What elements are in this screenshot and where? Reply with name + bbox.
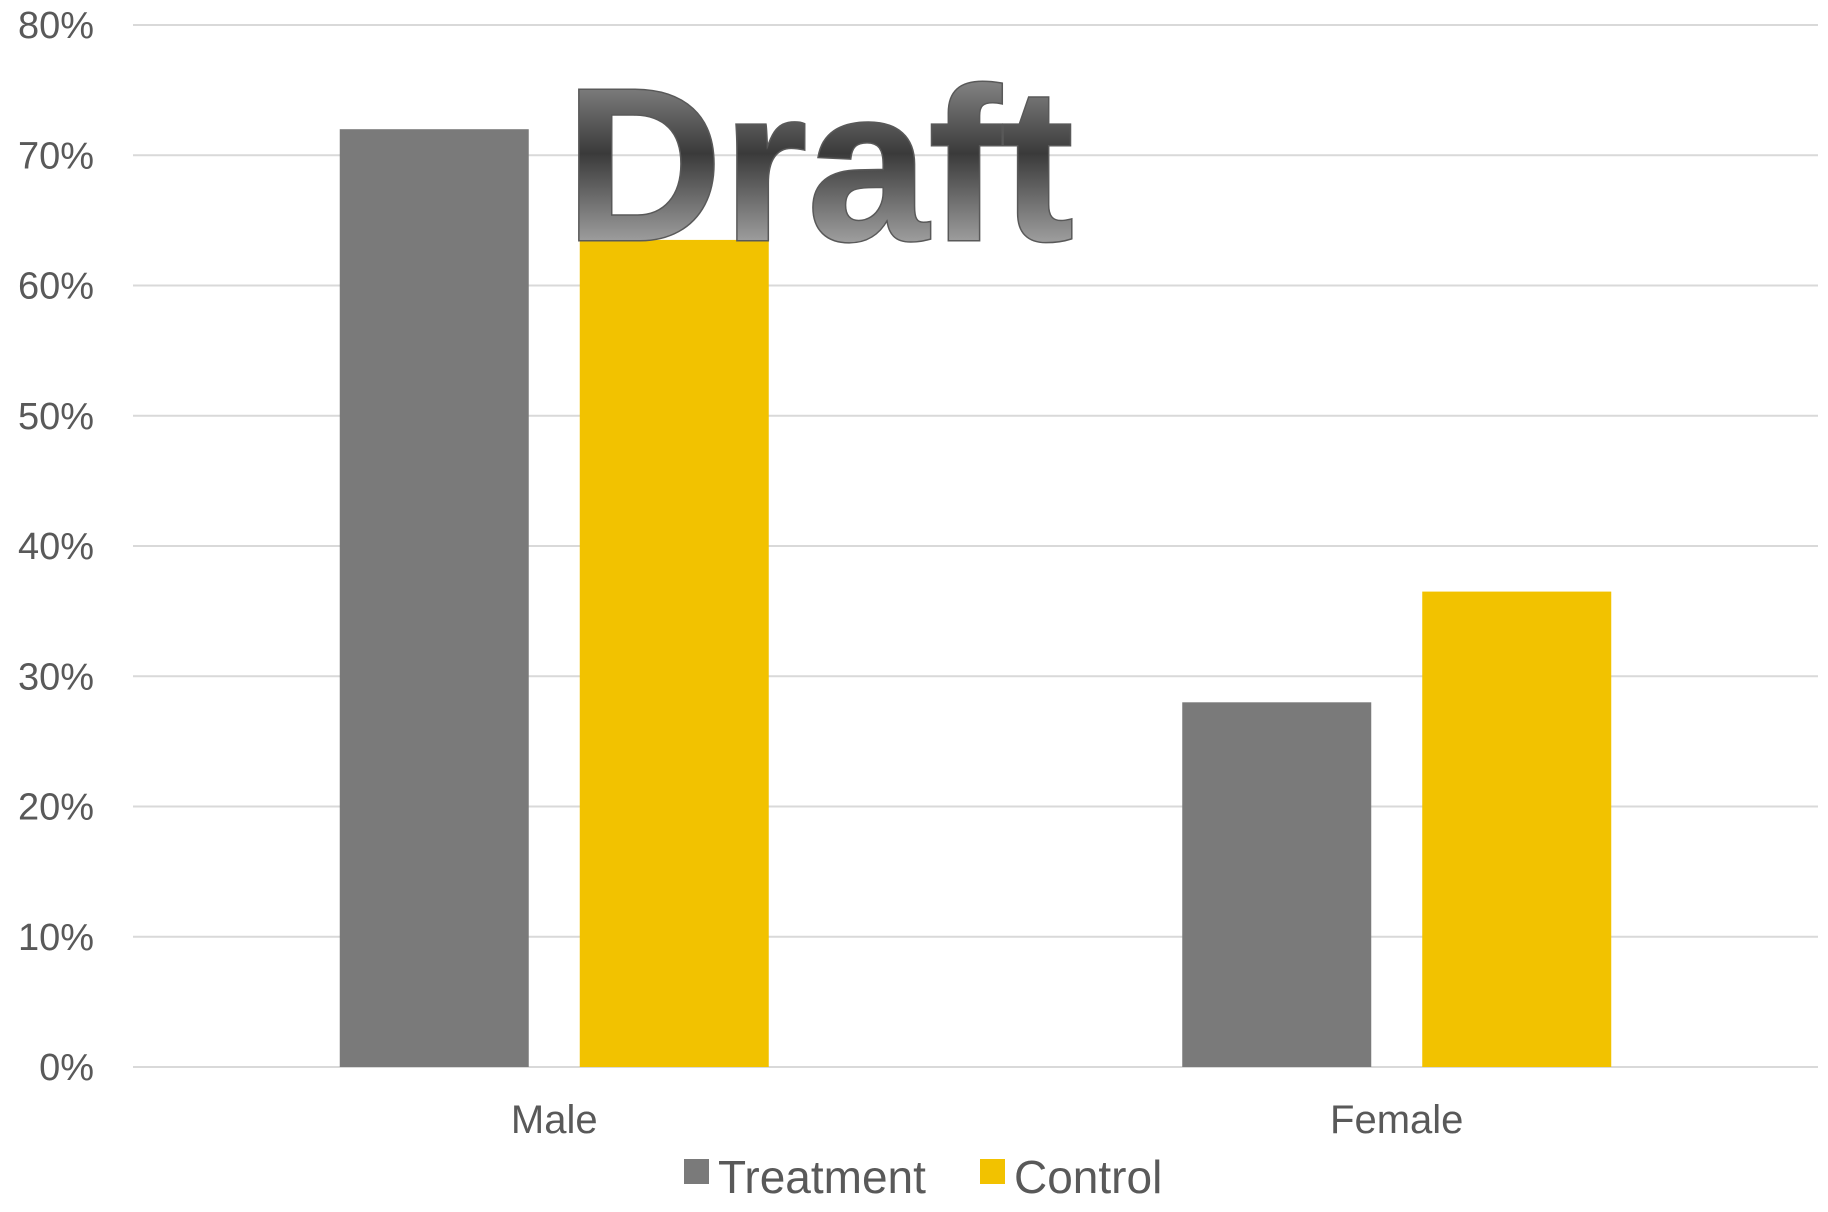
y-tick-label: 40%: [18, 526, 94, 568]
y-tick-label: 80%: [18, 5, 94, 47]
legend-swatch-control: [980, 1159, 1005, 1184]
bar-treatment-male: [339, 129, 529, 1067]
y-tick-label: 30%: [18, 656, 94, 698]
y-axis-tick-labels: 0% 10% 20% 30% 40% 50% 60% 70% 80%: [18, 5, 94, 1089]
y-tick-label: 70%: [18, 135, 94, 177]
x-axis-category-labels: Male Female: [511, 1098, 1464, 1142]
y-tick-label: 50%: [18, 396, 94, 438]
bar-control-female: [1422, 591, 1612, 1067]
bar-control-male: [579, 239, 769, 1068]
bar-treatment-female: [1182, 702, 1372, 1067]
legend-swatch-treatment: [684, 1159, 709, 1184]
x-category-label: Male: [511, 1098, 598, 1142]
draft-watermark: Draft: [565, 44, 1074, 287]
y-tick-label: 0%: [39, 1047, 94, 1089]
bars: [339, 129, 1612, 1068]
legend: Treatment Control: [684, 1151, 1162, 1203]
legend-label-treatment: Treatment: [718, 1151, 926, 1203]
legend-label-control: Control: [1014, 1151, 1162, 1203]
y-tick-label: 60%: [18, 266, 94, 308]
y-tick-label: 10%: [18, 917, 94, 959]
x-category-label: Female: [1330, 1098, 1463, 1142]
y-tick-label: 20%: [18, 787, 94, 829]
